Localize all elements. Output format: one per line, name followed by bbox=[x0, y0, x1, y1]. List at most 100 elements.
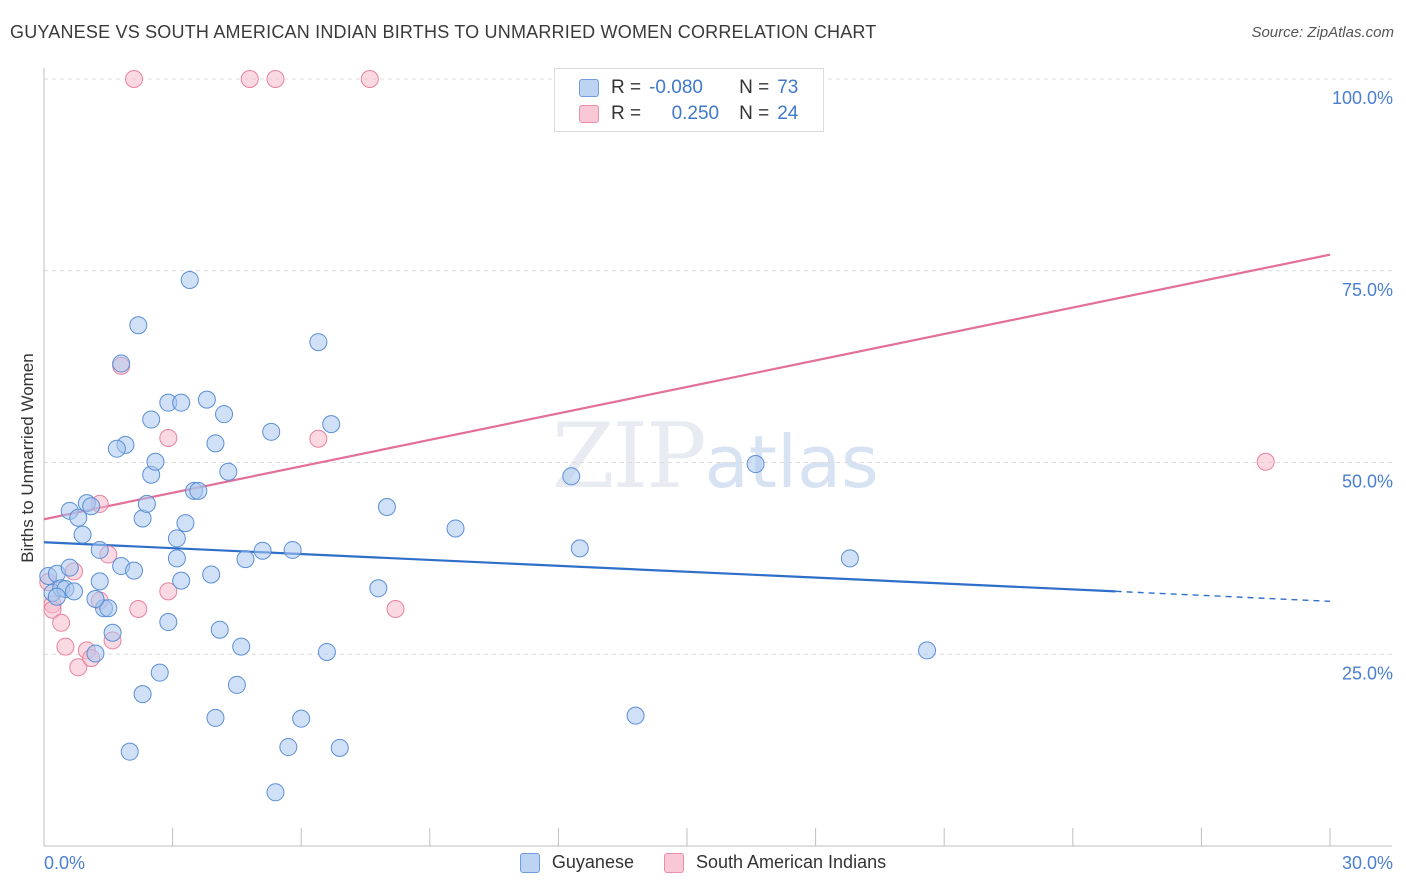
guyanese-point bbox=[626, 706, 645, 725]
guyanese-trend-extension bbox=[1115, 590, 1331, 603]
correlation-legend: R = -0.080 N = 73 R = 0.250 N = 24 bbox=[554, 68, 824, 132]
guyanese-point bbox=[746, 455, 765, 474]
guyanese-point bbox=[129, 316, 148, 335]
guyanese-point bbox=[266, 783, 285, 802]
y-axis-title: Births to Unmarried Women bbox=[18, 353, 37, 562]
south-american-indians-point bbox=[360, 70, 379, 88]
source-label: Source: ZipAtlas.com bbox=[1251, 24, 1394, 41]
south-american-indians-point bbox=[240, 70, 259, 88]
legend-r-label: R = bbox=[611, 77, 642, 98]
series-legend: Guyanese South American Indians bbox=[0, 852, 1406, 873]
south-american-indians-point bbox=[159, 582, 178, 601]
x-tick-label: 30.0% bbox=[1342, 853, 1393, 873]
series-name: South American Indians bbox=[695, 852, 887, 872]
guyanese-point bbox=[167, 529, 186, 548]
guyanese-point bbox=[90, 572, 109, 591]
guyanese-point bbox=[112, 354, 131, 373]
guyanese-point bbox=[47, 587, 66, 606]
legend-r-label: R = bbox=[611, 103, 642, 124]
guyanese-point bbox=[232, 637, 251, 656]
guyanese-point bbox=[69, 508, 88, 527]
legend-r-value: -0.080 bbox=[649, 77, 703, 98]
guyanese-point bbox=[73, 525, 92, 544]
south-american-indians-point bbox=[125, 70, 144, 88]
guyanese-point bbox=[180, 270, 199, 289]
series-legend-guyanese: Guyanese bbox=[519, 852, 634, 873]
y-tick-label: 100.0% bbox=[1332, 88, 1393, 108]
guyanese-point bbox=[570, 539, 589, 558]
guyanese-point bbox=[292, 709, 311, 728]
legend-row-south-american-indians: R = 0.250 N = 24 bbox=[555, 101, 798, 127]
guyanese-point bbox=[86, 644, 105, 663]
guyanese-point bbox=[86, 590, 105, 609]
south-american-indians-point bbox=[69, 658, 88, 677]
legend-swatch-blue bbox=[579, 79, 599, 97]
guyanese-point bbox=[167, 549, 186, 568]
guyanese-point bbox=[137, 494, 156, 513]
y-tick-label: 25.0% bbox=[1342, 663, 1393, 683]
guyanese-point bbox=[60, 558, 79, 577]
guyanese-point bbox=[206, 434, 225, 453]
south-american-indians-point bbox=[386, 599, 405, 618]
guyanese-point bbox=[90, 540, 109, 559]
guyanese-point bbox=[82, 497, 101, 516]
south-american-indians-point bbox=[159, 428, 178, 447]
guyanese-point bbox=[840, 549, 859, 568]
guyanese-point bbox=[262, 422, 281, 441]
guyanese-point bbox=[309, 333, 328, 352]
guyanese-point bbox=[176, 514, 195, 533]
guyanese-point bbox=[322, 415, 341, 434]
guyanese-point bbox=[172, 571, 191, 590]
guyanese-point bbox=[142, 410, 161, 429]
guyanese-trend-line bbox=[43, 541, 1116, 593]
guyanese-point bbox=[125, 561, 144, 580]
guyanese-point bbox=[99, 599, 118, 618]
guyanese-point bbox=[133, 685, 152, 704]
x-tick-label: 0.0% bbox=[44, 853, 85, 873]
guyanese-point bbox=[215, 405, 234, 424]
guyanese-point bbox=[159, 613, 178, 632]
guyanese-point bbox=[279, 738, 298, 757]
south-american-indians-point bbox=[1256, 452, 1275, 471]
guyanese-point bbox=[120, 742, 139, 761]
guyanese-point bbox=[562, 467, 581, 486]
guyanese-point bbox=[146, 452, 165, 471]
legend-n-label: N = bbox=[739, 103, 770, 124]
legend-n-value: 24 bbox=[777, 103, 799, 124]
south-american-indians-point bbox=[52, 613, 71, 632]
trend-lines bbox=[43, 253, 1331, 603]
guyanese-point bbox=[330, 738, 349, 757]
series-swatch-blue bbox=[519, 852, 540, 873]
guyanese-point bbox=[65, 582, 84, 601]
legend-row-guyanese: R = -0.080 N = 73 bbox=[555, 75, 798, 101]
legend-n-value: 73 bbox=[777, 77, 799, 98]
guyanese-point bbox=[103, 623, 122, 642]
watermark: ZIPatlas bbox=[552, 404, 879, 509]
guyanese-point bbox=[377, 497, 396, 516]
guyanese-point bbox=[317, 642, 336, 661]
tick-labels: 25.0% 50.0% 75.0% 100.0% 0.0% 30.0% Births to … bbox=[18, 88, 1393, 873]
south-american-indians-point bbox=[129, 599, 148, 618]
legend-n-label: N = bbox=[739, 77, 770, 98]
y-tick-label: 75.0% bbox=[1342, 280, 1393, 300]
axes bbox=[43, 68, 1392, 847]
guyanese-point bbox=[283, 540, 302, 559]
guyanese-point bbox=[189, 481, 208, 500]
guyanese-point bbox=[150, 663, 169, 682]
series-legend-south-american-indians: South American Indians bbox=[663, 852, 887, 873]
south-american-indians-point bbox=[56, 637, 75, 656]
guyanese-point bbox=[918, 641, 937, 660]
guyanese-point bbox=[227, 675, 246, 694]
series-name: Guyanese bbox=[551, 852, 634, 872]
south-american-indians-point bbox=[309, 429, 328, 448]
series-swatch-pink bbox=[663, 852, 684, 873]
guyanese-point bbox=[210, 620, 229, 639]
guyanese-point bbox=[236, 550, 255, 569]
watermark-zip: ZIP bbox=[552, 404, 707, 509]
legend-r-value: 0.250 bbox=[671, 103, 720, 124]
guyanese-point bbox=[197, 390, 216, 409]
guyanese-point bbox=[202, 565, 221, 584]
south-american-indians-point bbox=[266, 70, 285, 88]
guyanese-point bbox=[206, 708, 225, 727]
